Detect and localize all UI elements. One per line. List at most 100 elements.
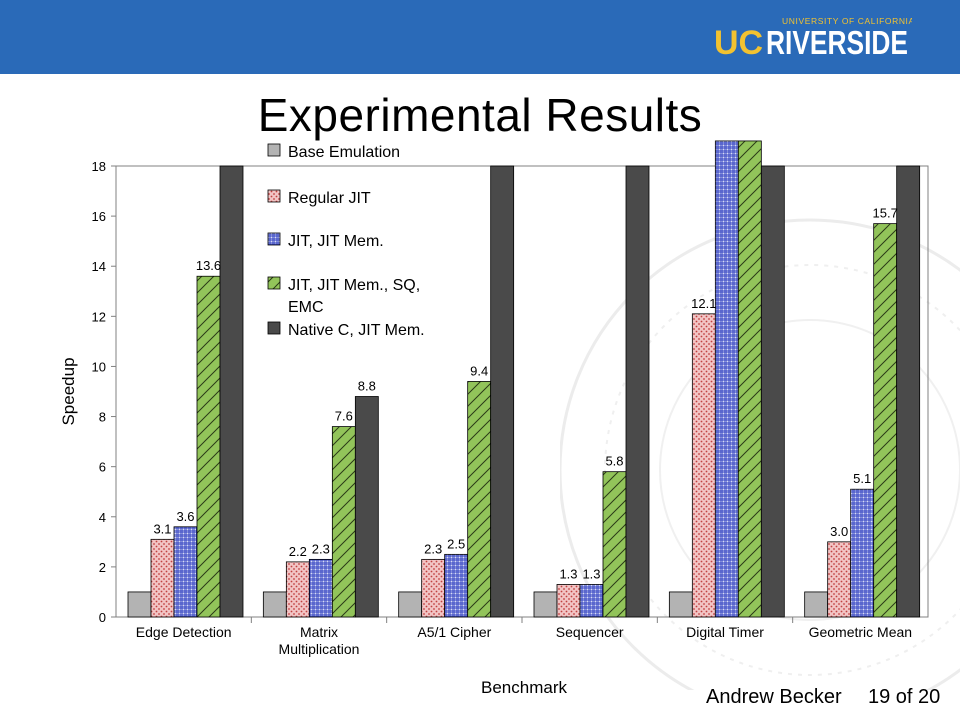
bar-base-emulation xyxy=(127,591,152,618)
bar-regular-jit xyxy=(421,558,446,618)
bar-regular-jit xyxy=(556,584,581,618)
x-tick-label: Matrix Multiplication xyxy=(279,624,360,657)
y-tick-label: 10 xyxy=(92,359,106,374)
legend-label-line: JIT, JIT Mem., SQ, xyxy=(288,277,420,294)
legend-swatch xyxy=(267,232,281,246)
bar-jit-mem-sq-emc xyxy=(873,223,898,618)
x-axis-label: Benchmark xyxy=(481,678,567,697)
axes: 0 2 4 6 8 10 12 14 16 18 Speedup Benchmark Edge Dete… xyxy=(59,159,929,697)
bar-jit-mem xyxy=(714,140,739,618)
x-tick-label: Edge Detection xyxy=(136,624,232,640)
legend-swatch xyxy=(267,189,281,203)
y-tick-label: 14 xyxy=(92,259,106,274)
data-label: 8.8 xyxy=(358,379,376,394)
bar-native-c xyxy=(625,165,650,618)
bar-jit-mem xyxy=(173,526,198,618)
bar-jit-mem-sq-emc xyxy=(737,140,762,618)
legend: Base Emulation Regular JIT JIT, JIT Mem. JI… xyxy=(267,143,425,339)
y-tick-label: 6 xyxy=(99,460,106,475)
bar-native-c xyxy=(490,165,515,618)
bar-jit-mem xyxy=(850,488,875,618)
header-bar xyxy=(0,0,960,74)
data-label: 2.3 xyxy=(424,541,442,556)
legend-label: Base Emulation xyxy=(288,144,400,161)
data-label: 2.3 xyxy=(312,541,330,556)
bar-jit-mem-sq-emc xyxy=(467,381,492,618)
bar-native-c xyxy=(354,396,379,618)
y-tick-label: 18 xyxy=(92,159,106,174)
bar-native-c xyxy=(896,165,921,618)
y-tick-label: 12 xyxy=(92,309,106,324)
x-tick-label-line: Edge Detection xyxy=(136,624,232,640)
bar-native-c xyxy=(219,165,244,618)
data-label: 3.6 xyxy=(176,509,194,524)
bar-regular-jit xyxy=(691,313,716,618)
data-label: 3.1 xyxy=(153,521,171,536)
data-label: 13.6 xyxy=(196,258,221,273)
legend-swatch xyxy=(267,143,281,157)
footer-author: Andrew Becker xyxy=(706,686,842,708)
bar-regular-jit xyxy=(827,541,852,618)
legend-label: Regular JIT xyxy=(288,190,371,207)
x-tick-label: Digital Timer xyxy=(686,624,764,640)
data-label: 2.5 xyxy=(447,536,465,551)
legend-label-line: EMC xyxy=(288,299,324,316)
logo-subtitle: UNIVERSITY OF CALIFORNIA xyxy=(782,16,912,26)
bar-regular-jit xyxy=(285,561,310,618)
logo-uc: UC xyxy=(714,24,763,62)
y-tick-label: 8 xyxy=(99,410,106,425)
legend-label-line: Native C, JIT Mem. xyxy=(288,322,425,339)
data-labels: 3.1 2.2 2.3 1.3 12.1 3.0 3.6 2.3 2.5 1.3 5.1 13.6 7.… xyxy=(153,206,897,582)
y-tick-label: 0 xyxy=(99,610,106,625)
data-label: 2.2 xyxy=(289,544,307,559)
y-tick-label: 4 xyxy=(99,510,106,525)
data-label: 5.1 xyxy=(853,471,871,486)
bar-base-emulation xyxy=(668,591,693,618)
y-tick-label: 16 xyxy=(92,209,106,224)
x-tick-label-line: Matrix xyxy=(300,624,338,640)
bar-base-emulation xyxy=(262,591,287,618)
x-tick-label-line: Digital Timer xyxy=(686,624,764,640)
legend-label-line: Regular JIT xyxy=(288,190,371,207)
bar-jit-mem-sq-emc xyxy=(196,275,221,618)
legend-label-line: JIT, JIT Mem. xyxy=(288,233,384,250)
bar-base-emulation xyxy=(398,591,423,618)
legend-label: JIT, JIT Mem., SQ, EMC xyxy=(288,277,420,316)
x-tick-label-line: Geometric Mean xyxy=(809,624,912,640)
x-tick-label: Geometric Mean xyxy=(809,624,912,640)
bar-base-emulation xyxy=(533,591,558,618)
data-label: 15.7 xyxy=(873,206,898,221)
legend-swatch xyxy=(267,321,281,335)
data-label: 1.3 xyxy=(582,566,600,581)
data-label: 9.4 xyxy=(470,363,488,378)
x-tick-label-line: Multiplication xyxy=(279,641,360,657)
bar-base-emulation xyxy=(804,591,829,618)
x-tick-label-line: A5/1 Cipher xyxy=(417,624,491,640)
x-tick-label: Sequencer xyxy=(556,624,624,640)
legend-swatch xyxy=(267,276,281,290)
bar-jit-mem-sq-emc xyxy=(602,471,627,618)
y-tick-label: 2 xyxy=(99,560,106,575)
bar-jit-mem xyxy=(444,553,469,618)
y-axis-label: Speedup xyxy=(59,357,78,425)
data-label: 12.1 xyxy=(691,296,716,311)
bar-jit-mem-sq-emc xyxy=(331,426,356,618)
legend-label-line: Base Emulation xyxy=(288,144,400,161)
bar-native-c xyxy=(760,165,785,618)
x-tick-label-line: Sequencer xyxy=(556,624,624,640)
slide-title: Experimental Results xyxy=(257,89,703,141)
university-seal-watermark xyxy=(560,218,960,690)
data-label: 3.0 xyxy=(830,524,848,539)
x-tick-label: A5/1 Cipher xyxy=(417,624,491,640)
legend-label: Native C, JIT Mem. xyxy=(288,322,425,339)
bar-regular-jit xyxy=(150,538,175,618)
bar-jit-mem xyxy=(308,558,333,618)
footer-page-number: 19 of 20 xyxy=(868,686,941,708)
legend-label: JIT, JIT Mem. xyxy=(288,233,384,250)
bars xyxy=(127,140,921,618)
bar-jit-mem xyxy=(579,584,604,618)
data-label: 5.8 xyxy=(605,454,623,469)
ucr-logo: UNIVERSITY OF CALIFORNIA UC RIVERSIDE xyxy=(714,16,912,62)
logo-riverside: RIVERSIDE xyxy=(766,24,908,61)
data-label: 7.6 xyxy=(335,409,353,424)
